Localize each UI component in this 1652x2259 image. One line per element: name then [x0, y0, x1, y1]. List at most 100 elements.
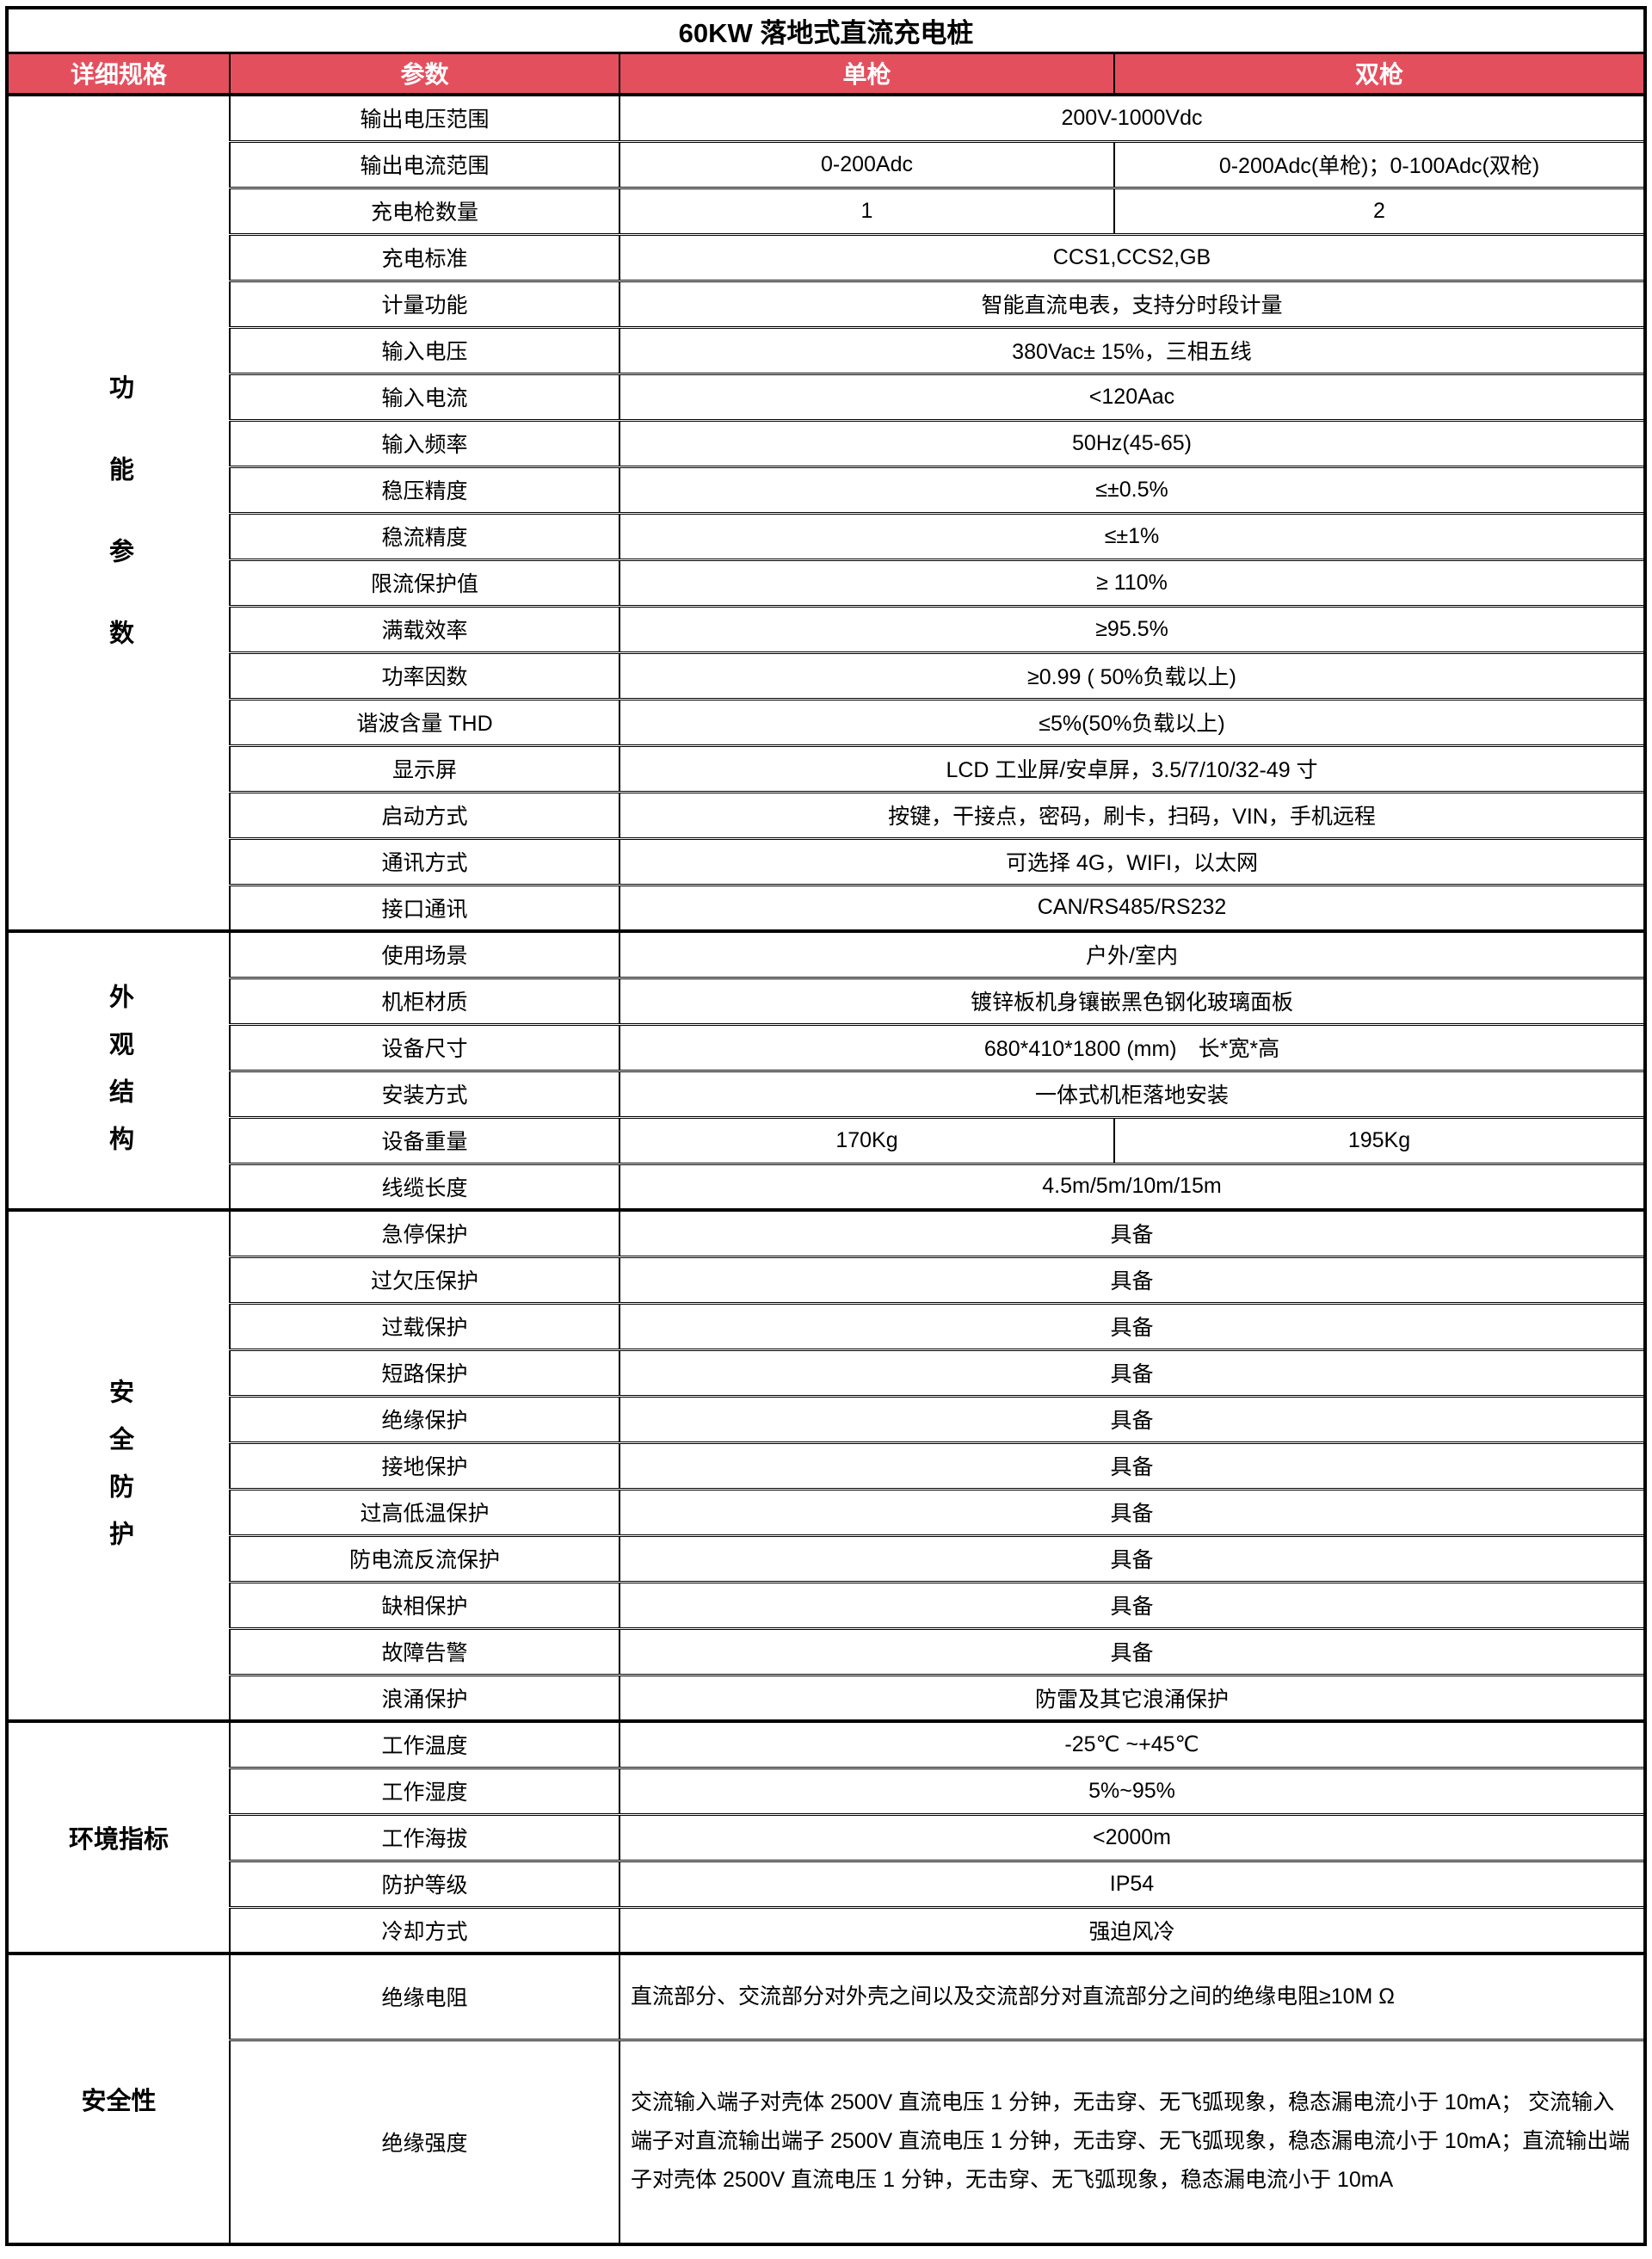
param-label: 谐波含量 THD: [229, 697, 620, 747]
param-label: 输入电压: [229, 325, 620, 375]
param-label: 过载保护: [229, 1301, 620, 1351]
table-row: 绝缘保护 具备: [7, 1394, 1646, 1444]
spec-value: 50Hz(45-65): [619, 418, 1646, 468]
spec-value: 680*410*1800 (mm) 长*宽*高: [619, 1022, 1646, 1072]
spec-value: 具备: [619, 1534, 1646, 1583]
param-label: 设备重量: [229, 1115, 620, 1165]
param-label: 接口通讯: [229, 883, 620, 933]
group-label: 功能参数: [105, 374, 133, 701]
table-row: 输出电流范围 0-200Adc 0-200Adc(单枪)；0-100Adc(双枪…: [7, 139, 1646, 189]
table-row: 限流保护值 ≥ 110%: [7, 558, 1646, 608]
spec-value: CCS1,CCS2,GB: [619, 232, 1646, 282]
table-row: 缺相保护 具备: [7, 1580, 1646, 1630]
param-label: 使用场景: [229, 929, 620, 979]
param-label: 工作湿度: [229, 1766, 620, 1816]
param-label: 冷却方式: [229, 1905, 620, 1955]
spec-value-single: 1: [619, 186, 1115, 236]
table-row: 谐波含量 THD ≤5%(50%负载以上): [7, 697, 1646, 747]
spec-value-dual: 195Kg: [1113, 1115, 1646, 1165]
table-row: 过载保护 具备: [7, 1301, 1646, 1351]
table-row: 工作湿度 5%~95%: [7, 1766, 1646, 1816]
spec-value: 可选择 4G，WIFI，以太网: [619, 836, 1646, 886]
spec-value: ≤±1%: [619, 511, 1646, 561]
param-label: 绝缘保护: [229, 1394, 620, 1444]
param-label: 安装方式: [229, 1069, 620, 1119]
spec-value: 380Vac± 15%，三相五线: [619, 325, 1646, 375]
param-label: 输入频率: [229, 418, 620, 468]
param-label: 显示屏: [229, 744, 620, 793]
param-label: 短路保护: [229, 1348, 620, 1398]
table-row: 机柜材质 镀锌板机身镶嵌黑色钢化玻璃面板: [7, 976, 1646, 1026]
table-row: 输入频率 50Hz(45-65): [7, 418, 1646, 468]
param-label: 机柜材质: [229, 976, 620, 1026]
table-row: 防护等级 IP54: [7, 1859, 1646, 1909]
table-row: 接地保护 具备: [7, 1441, 1646, 1491]
spec-value: 200V-1000Vdc: [619, 93, 1646, 143]
param-label: 启动方式: [229, 790, 620, 840]
spec-value: 具备: [619, 1580, 1646, 1630]
table-row: 显示屏 LCD 工业屏/安卓屏，3.5/7/10/32-49 寸: [7, 744, 1646, 793]
column-header-spec: 详细规格: [6, 51, 231, 96]
param-label: 过欠压保护: [229, 1255, 620, 1305]
spec-value: 具备: [619, 1208, 1646, 1258]
spec-value: 镀锌板机身镶嵌黑色钢化玻璃面板: [619, 976, 1646, 1026]
spec-value: ≥0.99 ( 50%负载以上): [619, 651, 1646, 701]
group-appearance-structure: 外观结构: [6, 929, 231, 1212]
spec-value: 防雷及其它浪涌保护: [619, 1673, 1646, 1723]
spec-value: ≤±0.5%: [619, 465, 1646, 515]
group-label: 安全性: [81, 2088, 157, 2115]
spec-value: -25℃ ~+45℃: [619, 1719, 1646, 1769]
spec-value: 直流部分、交流部分对外壳之间以及交流部分对直流部分之间的绝缘电阻≥10M Ω: [619, 1952, 1646, 2041]
table-row: 故障告警 具备: [7, 1626, 1646, 1676]
spec-value: ≥95.5%: [619, 604, 1646, 654]
table-row: 功率因数 ≥0.99 ( 50%负载以上): [7, 651, 1646, 701]
table-row: 过高低温保护 具备: [7, 1487, 1646, 1537]
group-function-params: 功能参数: [6, 93, 231, 933]
column-header-param: 参数: [229, 51, 620, 96]
param-label: 输出电压范围: [229, 93, 620, 143]
table-row: 输入电流 <120Aac: [7, 372, 1646, 422]
spec-value: LCD 工业屏/安卓屏，3.5/7/10/32-49 寸: [619, 744, 1646, 793]
table-row: 满载效率 ≥95.5%: [7, 604, 1646, 654]
spec-value: 具备: [619, 1255, 1646, 1305]
table-row: 接口通讯 CAN/RS485/RS232: [7, 883, 1646, 933]
spec-value: 4.5m/5m/10m/15m: [619, 1162, 1646, 1212]
table-row: 过欠压保护 具备: [7, 1255, 1646, 1305]
spec-value-dual: 2: [1113, 186, 1646, 236]
table-row: 启动方式 按键，干接点，密码，刷卡，扫码，VIN，手机远程: [7, 790, 1646, 840]
param-label: 输出电流范围: [229, 139, 620, 189]
spec-value: 具备: [619, 1626, 1646, 1676]
spec-value: CAN/RS485/RS232: [619, 883, 1646, 933]
param-label: 绝缘电阻: [229, 1952, 620, 2041]
table-row: 工作海拔 <2000m: [7, 1812, 1646, 1862]
table-row: 充电标准 CCS1,CCS2,GB: [7, 232, 1646, 282]
param-label: 功率因数: [229, 651, 620, 701]
spec-value: 智能直流电表，支持分时段计量: [619, 279, 1646, 329]
group-safety: 安全性: [6, 1952, 231, 2246]
spec-value: ≥ 110%: [619, 558, 1646, 608]
column-header-dual-gun: 双枪: [1113, 51, 1646, 96]
param-label: 过高低温保护: [229, 1487, 620, 1537]
spec-value: 按键，干接点，密码，刷卡，扫码，VIN，手机远程: [619, 790, 1646, 840]
table-row: 计量功能 智能直流电表，支持分时段计量: [7, 279, 1646, 329]
table-row: 设备重量 170Kg 195Kg: [7, 1115, 1646, 1165]
group-environment: 环境指标: [6, 1719, 231, 1955]
table-row: 稳流精度 ≤±1%: [7, 511, 1646, 561]
title-row: 60KW 落地式直流充电桩: [6, 6, 1646, 54]
table-row: 短路保护 具备: [7, 1348, 1646, 1398]
table-row: 安装方式 一体式机柜落地安装: [7, 1069, 1646, 1119]
param-label: 线缆长度: [229, 1162, 620, 1212]
table-row: 冷却方式 强迫风冷: [7, 1905, 1646, 1955]
spec-value: <120Aac: [619, 372, 1646, 422]
param-label: 接地保护: [229, 1441, 620, 1491]
param-label: 浪涌保护: [229, 1673, 620, 1723]
param-label: 设备尺寸: [229, 1022, 620, 1072]
header-row: 详细规格 参数 单枪 双枪: [6, 51, 1646, 96]
spec-value: 具备: [619, 1348, 1646, 1398]
param-label: 稳流精度: [229, 511, 620, 561]
param-label: 工作海拔: [229, 1812, 620, 1862]
table-row: 功能参数 输出电压范围 200V-1000Vdc: [6, 93, 1646, 933]
param-label: 满载效率: [229, 604, 620, 654]
spec-value-single: 0-200Adc: [619, 139, 1115, 189]
param-label: 充电枪数量: [229, 186, 620, 236]
